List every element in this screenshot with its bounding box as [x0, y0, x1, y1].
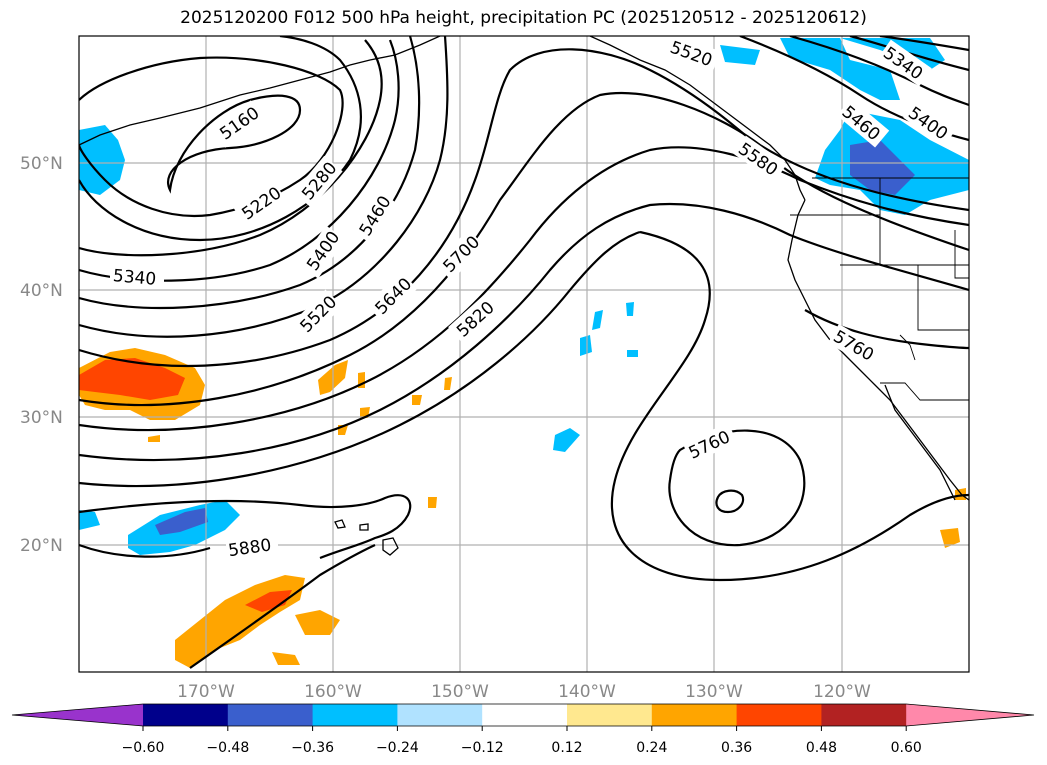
colorbar-tick-label: −0.24 — [376, 740, 419, 756]
colorbar-segment — [651, 704, 738, 726]
colorbar-tick-label: −0.36 — [291, 740, 334, 756]
contour-label: 5340 — [112, 266, 157, 290]
colorbar-tick-label: 0.60 — [891, 740, 922, 756]
colorbar-segment — [736, 704, 822, 726]
latitude-labels: 50°N 40°N 30°N 20°N — [20, 154, 63, 556]
colorbar-segment — [143, 704, 229, 726]
colorbar-extend-low — [12, 704, 143, 726]
lon-label: 150°W — [431, 682, 489, 702]
lon-label: 130°W — [685, 682, 743, 702]
map-area — [79, 36, 969, 672]
colorbar-tick-label: −0.60 — [122, 740, 165, 756]
coastlines — [79, 36, 969, 556]
colorbar-segment — [821, 704, 907, 726]
colorbar-tick-label: −0.12 — [461, 740, 504, 756]
colorbar-segment — [227, 704, 314, 726]
colorbar-tick-label: 0.36 — [721, 740, 752, 756]
lon-label: 140°W — [558, 682, 616, 702]
lon-label: 120°W — [813, 682, 871, 702]
colorbar-segment — [312, 704, 398, 726]
colorbar-segment — [482, 704, 568, 726]
colorbar-tick-label: 0.24 — [636, 740, 667, 756]
colorbar-extend-high — [906, 704, 1034, 726]
lat-label: 20°N — [20, 536, 63, 556]
map-title: 2025120200 F012 500 hPa height, precipit… — [180, 8, 867, 28]
colorbar-segment — [397, 704, 483, 726]
lat-label: 30°N — [20, 408, 63, 428]
lon-label: 160°W — [304, 682, 362, 702]
colorbar-tick-label: −0.48 — [206, 740, 249, 756]
colorbar-tick-label: 0.48 — [806, 740, 837, 756]
precip-shading — [79, 38, 969, 668]
longitude-labels: 170°W 160°W 150°W 140°W 130°W 120°W — [177, 682, 871, 702]
colorbar-tick-label: 0.12 — [551, 740, 582, 756]
graticule — [79, 36, 969, 672]
colorbar: −0.60 −0.48 −0.36 −0.24 −0.12 0.12 0.24 0.36 0.4… — [11, 703, 1035, 756]
lat-label: 50°N — [20, 154, 63, 174]
lat-label: 40°N — [20, 281, 63, 301]
map-frame — [78, 35, 970, 673]
lon-label: 170°W — [177, 682, 235, 702]
colorbar-segment — [567, 704, 653, 726]
